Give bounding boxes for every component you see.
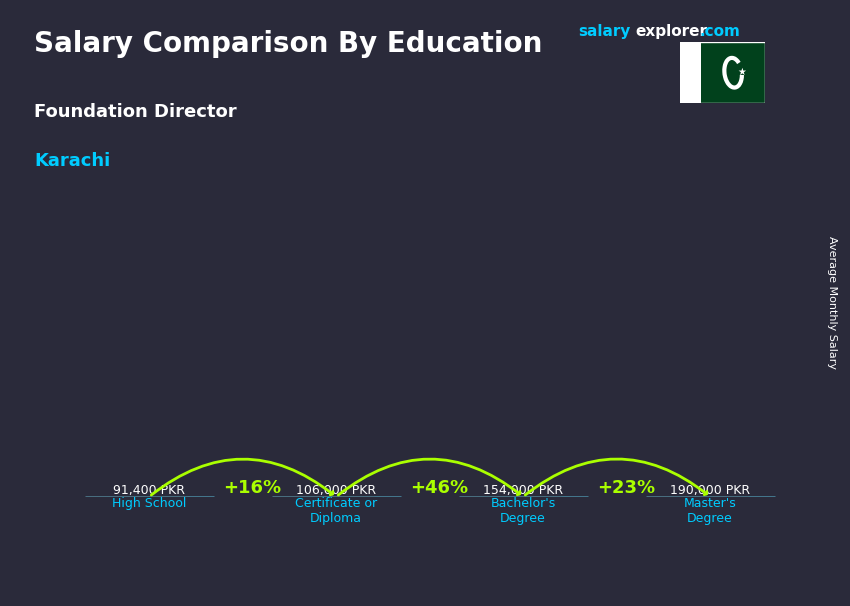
Bar — [680, 42, 701, 103]
Text: Bachelor's
Degree: Bachelor's Degree — [490, 497, 556, 525]
Text: 190,000 PKR: 190,000 PKR — [670, 484, 751, 497]
Text: +23%: +23% — [597, 479, 655, 497]
Text: .com: .com — [700, 24, 740, 39]
Text: Master's
Degree: Master's Degree — [683, 497, 736, 525]
Text: salary: salary — [578, 24, 631, 39]
Text: ★: ★ — [737, 67, 746, 76]
Text: +16%: +16% — [223, 479, 281, 497]
Text: Salary Comparison By Education: Salary Comparison By Education — [34, 30, 542, 58]
Text: Certificate or
Diploma: Certificate or Diploma — [295, 497, 377, 525]
Text: explorer: explorer — [636, 24, 708, 39]
Text: Foundation Director: Foundation Director — [34, 103, 236, 121]
Text: High School: High School — [112, 497, 186, 510]
Text: Average Monthly Salary: Average Monthly Salary — [827, 236, 837, 370]
Text: Karachi: Karachi — [34, 152, 110, 170]
Text: +46%: +46% — [410, 479, 468, 497]
Text: 154,000 PKR: 154,000 PKR — [483, 484, 564, 497]
Bar — [701, 42, 765, 103]
Text: 106,000 PKR: 106,000 PKR — [296, 484, 377, 497]
Text: 91,400 PKR: 91,400 PKR — [113, 484, 185, 497]
